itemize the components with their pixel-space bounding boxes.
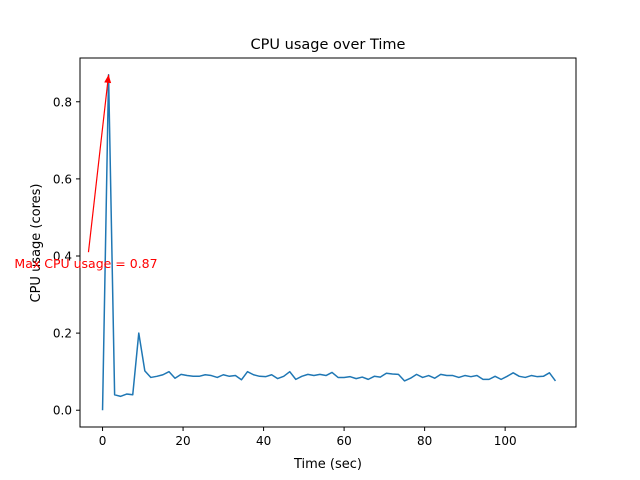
annotation-arrow-shaft [87,74,110,253]
x-axis-label: Time (sec) [293,457,362,472]
plot-marks [101,74,557,411]
x-tick-label: 0 [99,434,107,448]
x-tick-label: 60 [336,434,351,448]
y-axis-ticks: 0.0 0.2 0.4 0.6 0.8 [53,95,80,418]
annotation-text: Max CPU usage = 0.87 [14,256,157,271]
y-tick-label: 0.6 [53,172,72,186]
y-tick-label: 0.0 [53,404,72,418]
x-tick-label: 100 [494,434,517,448]
chart-title: CPU usage over Time [251,37,406,53]
y-tick-label: 0.2 [53,327,72,341]
y-tick-label: 0.4 [53,249,72,263]
max-annotation: Max CPU usage = 0.87 [14,74,158,271]
series-line-0 [101,74,557,411]
plot-frame [79,57,577,428]
x-tick-label: 80 [417,434,432,448]
x-tick-label: 20 [175,434,190,448]
y-axis-label: CPU usage (cores) [29,184,44,303]
x-axis-ticks: 0 20 40 60 80 100 [99,427,517,448]
annotation-arrow-head [104,74,112,84]
y-tick-label: 0.8 [53,95,72,109]
x-tick-label: 40 [256,434,271,448]
